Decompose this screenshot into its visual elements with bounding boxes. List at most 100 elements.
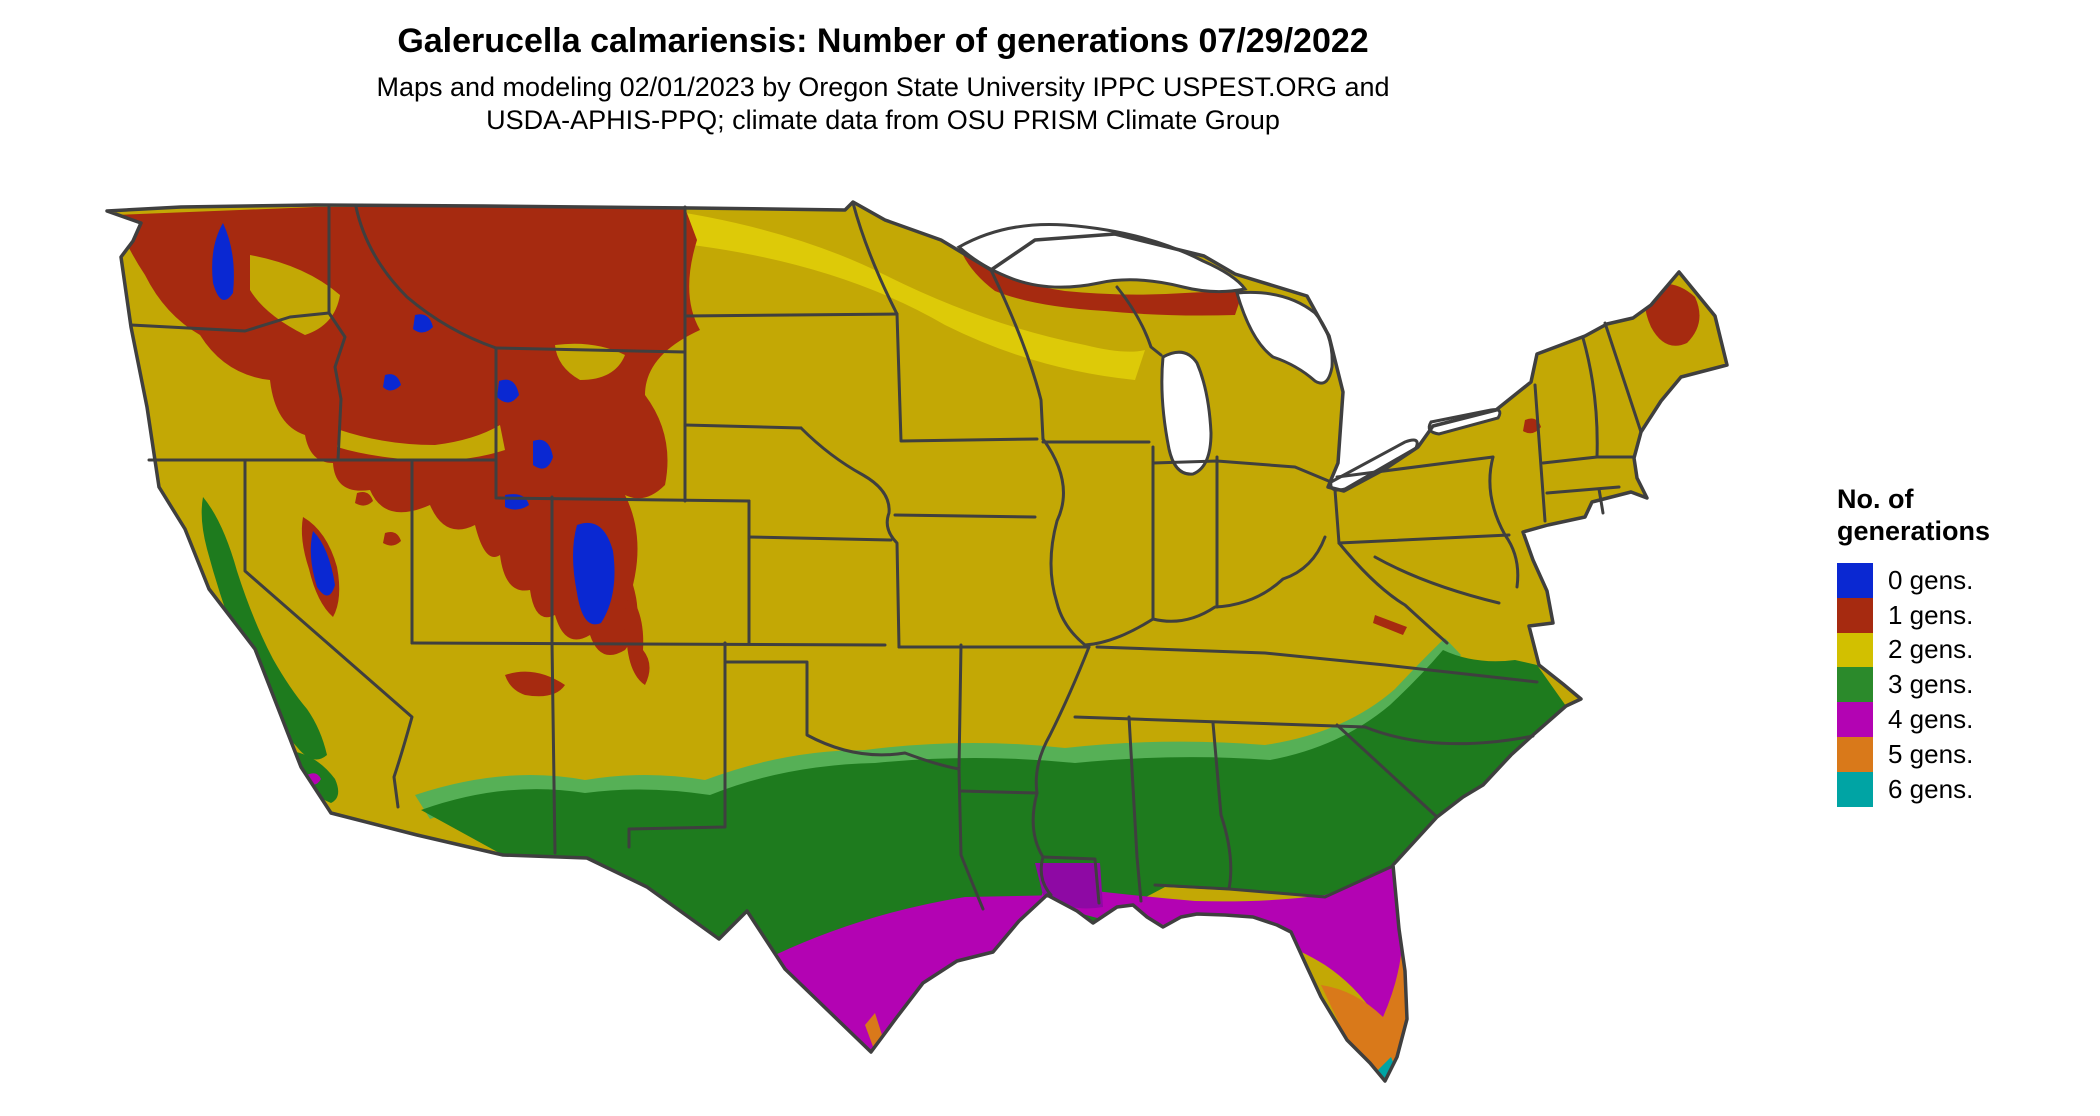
border-tn-south	[1073, 715, 1367, 729]
legend-swatch-1-gens	[1837, 597, 1873, 633]
border-nd-mn	[851, 201, 899, 316]
legend-item-0-gens: 0 gens.	[1837, 563, 2087, 598]
border-mn-sd-ia	[895, 312, 1039, 443]
us-map-svg	[105, 200, 1729, 1083]
region-3-gens-ca-valley	[201, 497, 327, 760]
region-1-gen-nv-spot-a	[355, 492, 373, 506]
border-pa-ny	[1335, 455, 1495, 479]
legend-items: 0 gens. 1 gens. 2 gens. 3 gens. 4 gens. …	[1837, 563, 2087, 807]
border-mt-wy	[494, 346, 687, 354]
legend-item-label: 6 gens.	[1888, 773, 1974, 804]
border-miss-lower	[1031, 645, 1091, 897]
border-mason-dixon	[1337, 533, 1511, 545]
page-title: Galerucella calmariensis: Number of gene…	[397, 22, 1369, 60]
border-wv-va	[1337, 541, 1449, 645]
border-vt-nh	[1581, 336, 1599, 459]
legend-swatch-3-gens	[1837, 667, 1873, 703]
region-0-gens-id-spot	[383, 374, 401, 391]
legend-item-2-gens: 2 gens.	[1837, 632, 2087, 668]
border-ma-south	[1545, 485, 1621, 495]
border-sd-ne	[683, 423, 803, 430]
generation-regions	[107, 202, 1727, 1081]
border-me-nh	[1603, 321, 1643, 434]
border-ma-north	[1541, 455, 1635, 465]
legend-swatch-0-gens	[1837, 563, 1873, 598]
border-la-ms	[1041, 855, 1101, 905]
border-ks-ne	[747, 535, 893, 542]
legend-swatch-6-gens	[1837, 771, 1873, 807]
legend-swatch-5-gens	[1837, 736, 1873, 772]
legend: No. of generations 0 gens. 1 gens. 2 gen…	[1837, 483, 2087, 807]
region-2-gens-snake-plain	[337, 425, 505, 461]
region-3-gens-main	[421, 650, 1566, 1052]
border-or-id	[327, 311, 347, 462]
border-miss-upper	[1041, 437, 1087, 647]
legend-swatch-2-gens	[1837, 632, 1873, 668]
legend-item-label: 0 gens.	[1888, 564, 1974, 595]
region-0-gens-colorado	[573, 522, 615, 625]
border-mi-south	[1151, 459, 1333, 484]
border-ny-east	[1533, 383, 1547, 523]
border-potomac	[1373, 555, 1501, 605]
border-ga-sc	[1335, 723, 1439, 819]
border-37n	[410, 641, 887, 647]
legend-swatch-4-gens	[1837, 702, 1873, 737]
region-4-gens-gulf-florida	[1040, 855, 1425, 1043]
border-al-ga	[1211, 721, 1233, 891]
border-ar-la	[959, 789, 1039, 795]
legend-item-label: 1 gens.	[1888, 599, 1974, 630]
border-wi-mi	[1115, 285, 1163, 357]
region-1-gen-superior	[961, 251, 1243, 316]
region-1-gen-west	[115, 207, 700, 655]
border-fl-north	[1153, 864, 1395, 899]
border-id-mt	[354, 205, 498, 350]
region-1-gen-az	[505, 671, 565, 697]
region-1-gen-nm	[624, 595, 650, 685]
region-0-gens-yellowstone	[497, 379, 519, 403]
us-generations-map	[85, 195, 1745, 1085]
border-delaware-river	[1488, 455, 1520, 589]
border-tx-east	[957, 643, 985, 911]
legend-item-1-gens: 1 gens.	[1837, 597, 2087, 633]
us-outline	[105, 200, 1729, 1083]
border-nc-sc	[1363, 725, 1535, 746]
border-ohio-river	[1083, 535, 1327, 647]
region-1-gen-wv-spot	[1373, 615, 1407, 635]
page-subtitle: Maps and modeling 02/01/2023 by Oregon S…	[0, 71, 1766, 137]
border-oh-pa	[1333, 488, 1341, 545]
legend-item-4-gens: 4 gens.	[1837, 702, 2087, 737]
region-0-gens-mt-spot	[413, 314, 433, 333]
legend-item-5-gens: 5 gens.	[1837, 736, 2087, 772]
region-0-gens-windriver	[533, 439, 553, 469]
legend-item-label: 2 gens.	[1888, 634, 1974, 665]
border-ms-al	[1127, 715, 1143, 903]
legend-title-line-2: generations	[1837, 516, 1991, 546]
region-1-gen-nv-spot-b	[383, 532, 401, 546]
legend-title: No. of generations	[1837, 483, 2087, 547]
border-missouri-river	[799, 426, 901, 649]
legend-item-label: 5 gens.	[1888, 738, 1974, 769]
legend-item-label: 4 gens.	[1888, 704, 1974, 735]
border-nm-tx	[627, 641, 727, 849]
border-wy-co-south	[494, 496, 751, 503]
region-5-gens-south-florida	[1321, 955, 1415, 1081]
border-wa-or	[129, 311, 331, 333]
lake-huron	[1235, 290, 1334, 385]
region-0-gens-sierra	[310, 531, 335, 596]
border-red-river	[723, 641, 961, 771]
subtitle-line-1: Maps and modeling 02/01/2023 by Oregon S…	[376, 72, 1390, 102]
region-1-gen-maine	[1644, 283, 1700, 346]
border-ia-mo	[893, 513, 1037, 519]
border-mn-wi	[989, 268, 1045, 441]
border-109w	[550, 495, 557, 855]
legend-item-label: 3 gens.	[1888, 669, 1974, 700]
state-borders	[129, 201, 1643, 911]
region-0-gens-cascades	[212, 223, 234, 301]
legend-item-6-gens: 6 gens.	[1837, 771, 2087, 807]
legend-title-line-1: No. of	[1837, 484, 1914, 514]
map-header: Galerucella calmariensis: Number of gene…	[0, 22, 1766, 137]
border-36-5n	[1095, 645, 1539, 684]
border-ca-nv-az	[243, 458, 414, 809]
legend-item-3-gens: 3 gens.	[1837, 667, 2087, 703]
